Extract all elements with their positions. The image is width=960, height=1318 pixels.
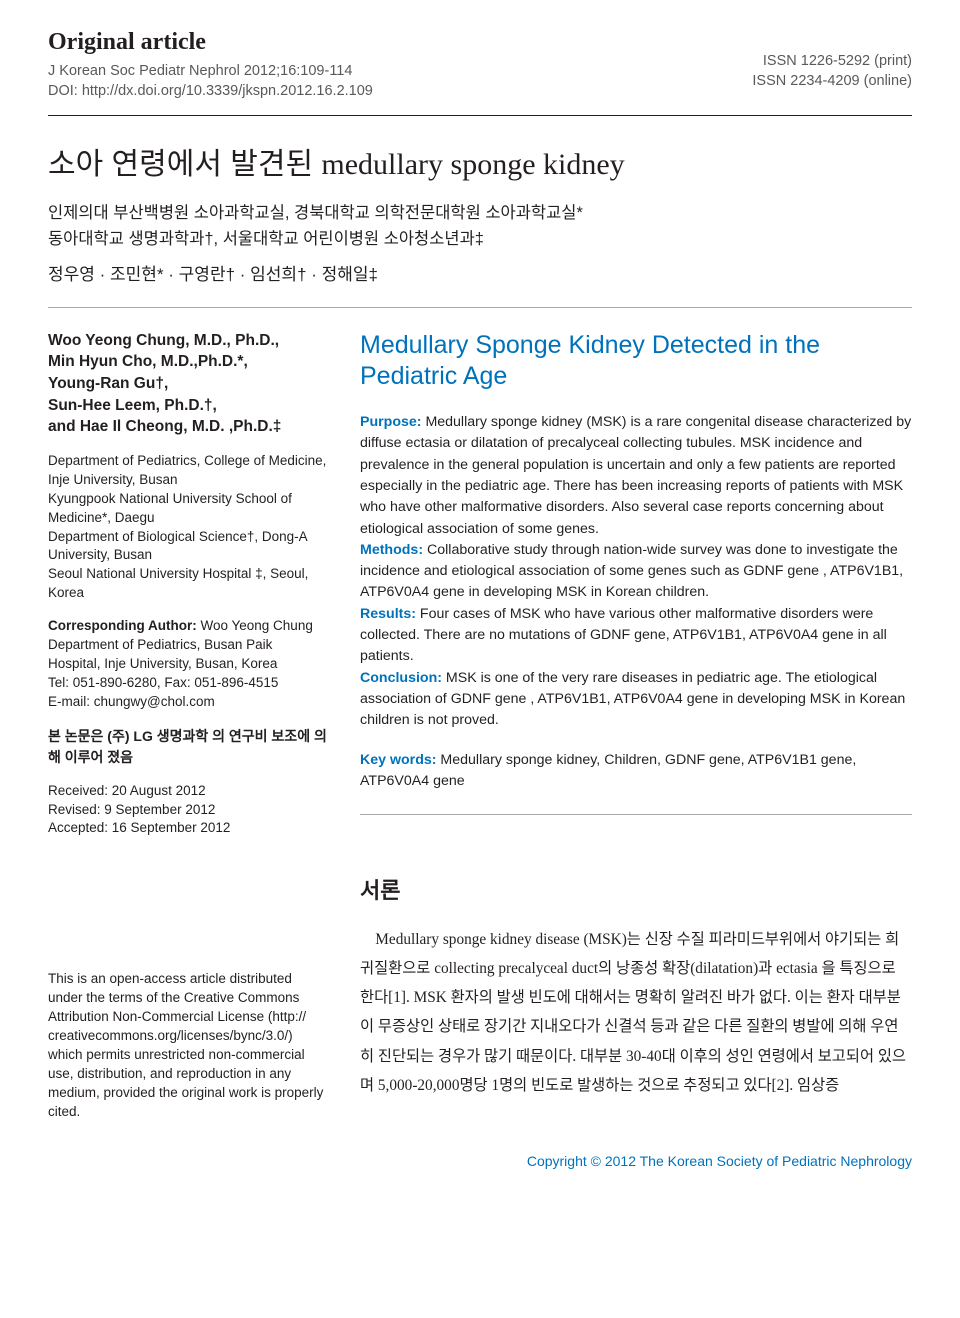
corresp-name: Woo Yeong Chung: [200, 618, 312, 633]
authors-korean: 정우영 · 조민현* · 구영란† · 임선희† · 정해일‡: [48, 262, 912, 288]
citation-line1: J Korean Soc Pediatr Nephrol 2012;16:109…: [48, 62, 373, 82]
divider-thin: [48, 307, 912, 308]
title-korean: 소아 연령에서 발견된 medullary sponge kidney: [48, 142, 912, 187]
methods-text: Collaborative study through nation-wide …: [360, 542, 903, 601]
issn-online: ISSN 2234-4209 (online): [752, 72, 912, 92]
issn-print: ISSN 1226-5292 (print): [752, 52, 912, 72]
header-left: Original article J Korean Soc Pediatr Ne…: [48, 24, 373, 101]
right-column: Medullary Sponge Kidney Detected in the …: [360, 330, 912, 839]
purpose-text: Medullary sponge kidney (MSK) is a rare …: [360, 414, 911, 536]
article-type: Original article: [48, 24, 373, 60]
affil-ko-line1: 인제의대 부산백병원 소아과학교실, 경북대학교 의학전문대학원 소아과학교실*: [48, 201, 912, 227]
results-text: Four cases of MSK who have various other…: [360, 606, 887, 665]
affiliations-korean: 인제의대 부산백병원 소아과학교실, 경북대학교 의학전문대학원 소아과학교실*…: [48, 201, 912, 252]
departments: Department of Pediatrics, College of Med…: [48, 452, 328, 603]
abstract-conclusion: Conclusion: MSK is one of the very rare …: [360, 668, 912, 732]
license-column: This is an open-access article distribut…: [48, 860, 328, 1121]
intro-row: This is an open-access article distribut…: [48, 860, 912, 1121]
title-ko-latin: medullary sponge kidney: [321, 148, 624, 181]
divider-thin: [360, 814, 912, 815]
abstract-purpose: Purpose: Medullary sponge kidney (MSK) i…: [360, 412, 912, 540]
conclusion-label: Conclusion:: [360, 670, 446, 686]
received-date: Received: 20 August 2012: [48, 782, 328, 801]
results-label: Results:: [360, 606, 420, 622]
issn-block: ISSN 1226-5292 (print) ISSN 2234-4209 (o…: [752, 24, 912, 91]
title-english: Medullary Sponge Kidney Detected in the …: [360, 330, 912, 393]
article-dates: Received: 20 August 2012 Revised: 9 Sept…: [48, 782, 328, 839]
abstract-results: Results: Four cases of MSK who have vari…: [360, 604, 912, 668]
divider: [48, 115, 912, 116]
corresp-label: Corresponding Author:: [48, 618, 200, 633]
affil-ko-line2: 동아대학교 생명과학과†, 서울대학교 어린이병원 소아청소년과‡: [48, 227, 912, 253]
methods-label: Methods:: [360, 542, 427, 558]
purpose-label: Purpose:: [360, 414, 425, 430]
revised-date: Revised: 9 September 2012: [48, 801, 328, 820]
funding-statement: 본 논문은 (주) LG 생명과학 의 연구비 보조에 의해 이루어 졌음: [48, 726, 328, 768]
left-column: Woo Yeong Chung, M.D., Ph.D., Min Hyun C…: [48, 330, 328, 839]
abstract-methods: Methods: Collaborative study through nat…: [360, 540, 912, 604]
keywords: Key words: Medullary sponge kidney, Chil…: [360, 750, 912, 793]
keywords-label: Key words:: [360, 752, 440, 768]
title-ko-prefix: 소아 연령에서 발견된: [48, 148, 321, 181]
authors-english: Woo Yeong Chung, M.D., Ph.D., Min Hyun C…: [48, 330, 328, 438]
intro-body: Medullary sponge kidney disease (MSK)는 신…: [360, 925, 912, 1099]
copyright-footer: Copyright © 2012 The Korean Society of P…: [48, 1151, 912, 1172]
citation-block: J Korean Soc Pediatr Nephrol 2012;16:109…: [48, 62, 373, 101]
header: Original article J Korean Soc Pediatr Ne…: [48, 24, 912, 101]
citation-line2: DOI: http://dx.doi.org/10.3339/jkspn.201…: [48, 82, 373, 102]
two-column-layout: Woo Yeong Chung, M.D., Ph.D., Min Hyun C…: [48, 330, 912, 839]
intro-heading: 서론: [360, 874, 912, 907]
corresp-body: Department of Pediatrics, Busan Paik Hos…: [48, 636, 328, 712]
license-text: This is an open-access article distribut…: [48, 860, 328, 1121]
abstract: Purpose: Medullary sponge kidney (MSK) i…: [360, 412, 912, 731]
corresponding-author: Corresponding Author: Woo Yeong Chung De…: [48, 617, 328, 711]
accepted-date: Accepted: 16 September 2012: [48, 819, 328, 838]
intro-column: 서론 Medullary sponge kidney disease (MSK)…: [360, 860, 912, 1121]
